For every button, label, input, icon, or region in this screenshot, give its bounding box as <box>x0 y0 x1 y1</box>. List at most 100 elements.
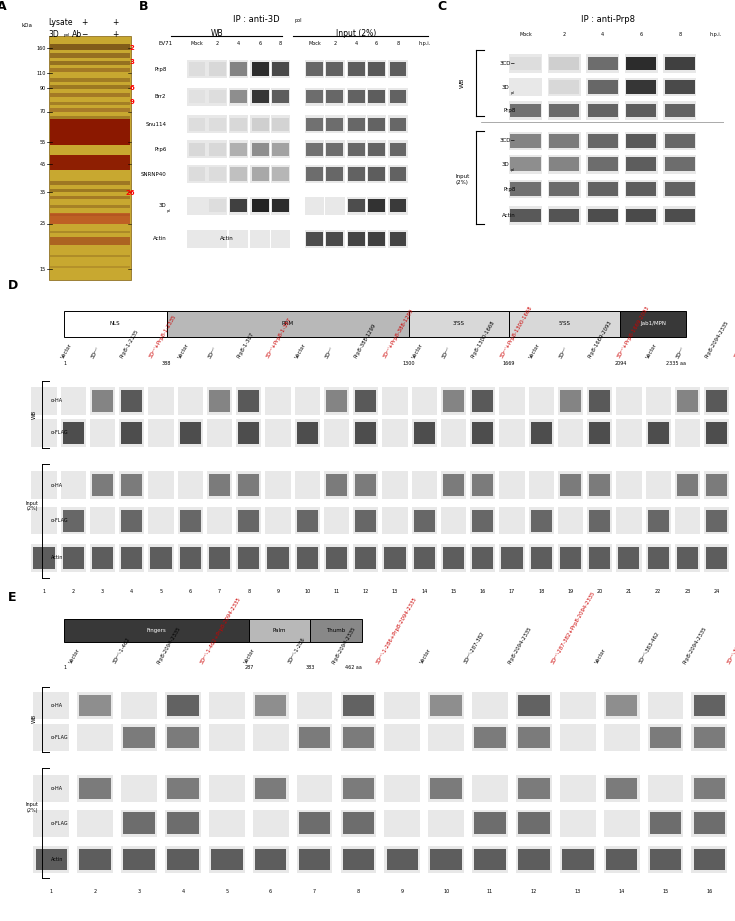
Bar <box>297 509 318 531</box>
Bar <box>387 849 418 870</box>
Bar <box>209 199 226 213</box>
Bar <box>252 199 268 213</box>
Bar <box>119 387 144 414</box>
Text: RRM: RRM <box>282 321 294 326</box>
Bar <box>704 419 729 447</box>
Bar <box>587 57 618 71</box>
Bar <box>121 845 157 873</box>
Bar <box>648 547 669 568</box>
Bar <box>207 419 232 447</box>
Text: 16: 16 <box>480 589 486 594</box>
Text: Mock: Mock <box>191 41 204 46</box>
Bar <box>470 543 495 572</box>
Bar <box>409 311 509 336</box>
Bar <box>295 543 320 572</box>
Text: 388: 388 <box>162 361 171 366</box>
Bar <box>414 422 435 444</box>
Bar <box>549 80 579 94</box>
Text: 20: 20 <box>597 589 603 594</box>
Bar <box>677 390 698 412</box>
Text: 4: 4 <box>237 41 240 46</box>
Bar <box>587 101 619 120</box>
Bar <box>472 724 508 752</box>
Text: 90: 90 <box>40 86 46 91</box>
Text: 7: 7 <box>218 589 221 594</box>
Bar <box>297 724 332 752</box>
Bar <box>207 472 232 499</box>
Bar <box>618 547 639 568</box>
Bar <box>297 810 332 836</box>
Text: 9: 9 <box>130 99 135 105</box>
Bar <box>384 775 420 802</box>
Bar <box>509 156 542 173</box>
Bar <box>92 474 113 496</box>
Text: Vector: Vector <box>528 343 542 359</box>
Bar <box>694 778 725 799</box>
Bar <box>355 422 376 444</box>
Bar <box>50 68 129 72</box>
Bar <box>209 474 230 496</box>
Bar <box>390 199 406 213</box>
Bar <box>663 181 697 198</box>
Bar <box>560 474 581 496</box>
Bar <box>340 810 376 836</box>
Text: +: + <box>82 17 87 27</box>
Bar <box>187 165 207 183</box>
Bar <box>178 472 203 499</box>
Text: 55: 55 <box>40 140 46 145</box>
Bar <box>310 619 362 642</box>
Bar <box>625 78 658 96</box>
Bar <box>272 199 289 213</box>
Bar <box>50 116 129 120</box>
Bar <box>209 390 230 412</box>
Bar <box>443 547 464 568</box>
Bar <box>50 93 129 97</box>
Bar <box>178 543 203 572</box>
Bar <box>348 118 365 131</box>
Bar <box>675 507 700 534</box>
Text: +: + <box>112 30 118 40</box>
Text: 3Dᵖᵒˡ+Prp8-1-2335: 3Dᵖᵒˡ+Prp8-1-2335 <box>148 314 178 359</box>
Bar <box>324 472 349 499</box>
Bar <box>663 54 697 73</box>
Bar <box>49 36 131 280</box>
Bar <box>92 390 113 412</box>
Bar <box>388 140 408 158</box>
Bar <box>229 60 248 78</box>
Bar <box>324 543 349 572</box>
Text: 3Dᵖᵒˡ-287-382: 3Dᵖᵒˡ-287-382 <box>463 631 485 665</box>
Text: 4: 4 <box>601 31 604 37</box>
Bar <box>549 57 579 71</box>
Bar <box>297 422 318 444</box>
Bar <box>368 199 384 213</box>
Bar <box>626 208 656 223</box>
Bar <box>33 845 69 873</box>
Bar <box>272 63 289 76</box>
Bar <box>272 118 289 131</box>
Text: 35: 35 <box>40 190 46 194</box>
Text: 4: 4 <box>130 589 133 594</box>
Text: Actin: Actin <box>220 237 234 241</box>
Bar <box>548 132 581 150</box>
Bar <box>390 143 406 156</box>
Bar <box>516 724 552 752</box>
Text: C: C <box>437 0 446 13</box>
Bar <box>64 619 249 642</box>
Bar <box>33 775 69 802</box>
Text: Actin: Actin <box>153 237 167 241</box>
Bar <box>165 845 201 873</box>
Bar <box>558 387 583 414</box>
Bar <box>167 311 409 336</box>
Bar <box>429 775 464 802</box>
Bar <box>470 419 495 447</box>
Bar <box>50 53 129 58</box>
Bar <box>298 812 330 834</box>
Bar <box>558 472 583 499</box>
Text: 23: 23 <box>684 589 691 594</box>
Bar <box>587 80 618 94</box>
Bar <box>167 778 198 799</box>
Bar <box>663 132 697 150</box>
Text: 1669: 1669 <box>502 361 514 366</box>
Bar <box>90 419 115 447</box>
Text: pol: pol <box>64 33 71 37</box>
